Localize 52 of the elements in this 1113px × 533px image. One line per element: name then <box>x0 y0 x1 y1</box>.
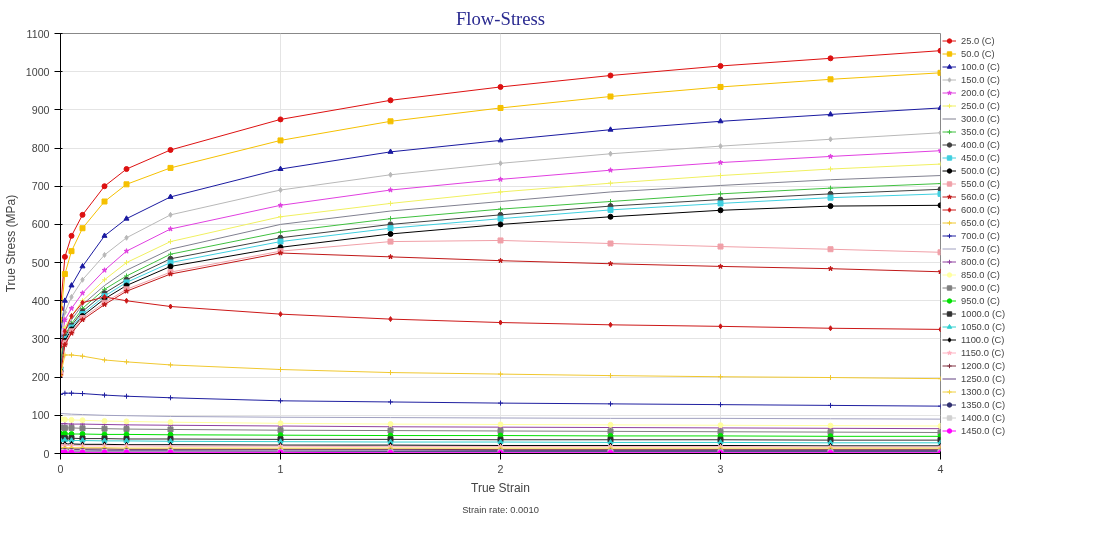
x-axis-title: True Strain <box>471 480 530 495</box>
y-tick-label: 700 <box>31 180 50 193</box>
legend-label: 1450.0 (C) <box>961 425 1006 436</box>
legend-label: 1100.0 (C) <box>961 334 1005 345</box>
legend-label: 1300.0 (C) <box>961 386 1006 397</box>
legend-label: 500.0 (C) <box>961 165 1000 176</box>
y-tick-label: 300 <box>31 332 50 345</box>
legend-label: 300.0 (C) <box>961 113 1000 124</box>
y-axis-title: True Stress (MPa) <box>3 194 18 293</box>
y-tick-label: 1000 <box>25 65 50 78</box>
legend-label: 700.0 (C) <box>961 230 1000 241</box>
legend-label: 650.0 (C) <box>961 217 1000 228</box>
legend-label: 1350.0 (C) <box>961 399 1006 410</box>
y-tick-label: 800 <box>31 142 50 155</box>
x-tick-label: 0 <box>57 462 64 475</box>
y-tick-label: 900 <box>31 103 50 116</box>
legend-label: 200.0 (C) <box>961 87 1000 98</box>
x-tick-label: 1 <box>277 462 284 475</box>
y-tick-label: 1100 <box>26 27 50 40</box>
legend-label: 25.0 (C) <box>961 35 995 46</box>
legend-label: 550.0 (C) <box>961 178 1000 189</box>
legend-label: 1050.0 (C) <box>961 321 1006 332</box>
legend-label: 400.0 (C) <box>961 139 1000 150</box>
legend-label: 250.0 (C) <box>961 100 1000 111</box>
legend-label: 750.0 (C) <box>961 243 1000 254</box>
legend-label: 1000.0 (C) <box>961 308 1006 319</box>
y-tick-label: 400 <box>31 294 50 307</box>
legend-label: 50.0 (C) <box>961 48 995 59</box>
x-tick-label: 2 <box>497 462 504 475</box>
y-tick-label: 500 <box>31 256 50 269</box>
y-tick-label: 100 <box>31 409 50 422</box>
legend-label: 1200.0 (C) <box>961 360 1006 371</box>
y-tick-label: 0 <box>43 447 50 460</box>
legend-label: 850.0 (C) <box>961 269 1000 280</box>
y-tick-label: 200 <box>31 371 50 384</box>
chart-title: Flow-Stress <box>455 7 546 29</box>
legend-label: 950.0 (C) <box>961 295 1000 306</box>
legend-label: 560.0 (C) <box>961 191 1000 202</box>
x-tick-label: 3 <box>717 462 724 475</box>
legend-label: 100.0 (C) <box>961 61 1000 72</box>
legend-label: 600.0 (C) <box>961 204 1000 215</box>
y-tick-label: 600 <box>31 218 50 231</box>
legend-label: 800.0 (C) <box>961 256 1000 267</box>
legend-label: 150.0 (C) <box>961 74 1000 85</box>
legend-label: 350.0 (C) <box>961 126 1000 137</box>
legend-label: 1250.0 (C) <box>961 373 1006 384</box>
legend-label: 1150.0 (C) <box>961 347 1005 358</box>
text: Strain rate: 0.0010 <box>462 504 539 515</box>
x-tick-label: 4 <box>937 462 944 475</box>
legend-label: 1400.0 (C) <box>961 412 1006 423</box>
legend-label: 900.0 (C) <box>961 282 1000 293</box>
legend-label: 450.0 (C) <box>961 152 1000 163</box>
